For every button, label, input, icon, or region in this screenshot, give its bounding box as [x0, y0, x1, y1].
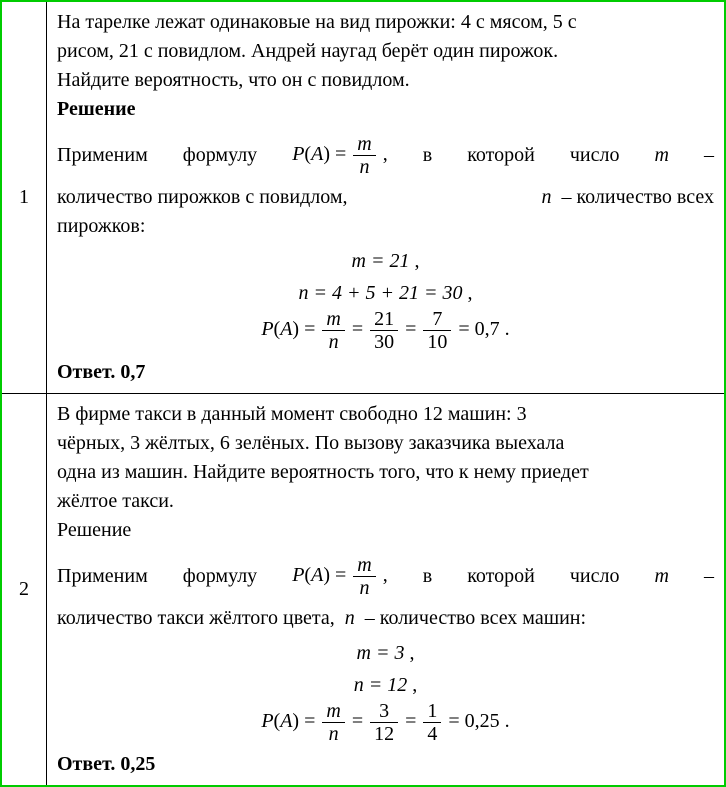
var-n: n [541, 186, 551, 208]
num: 3 [370, 701, 398, 723]
problem-row: 2 В фирме такси в данный момент свободно… [2, 393, 724, 785]
text: в [423, 141, 432, 170]
formula-PA: P(A) = mn , [292, 134, 388, 177]
text: количество такси жёлтого цвета, [57, 607, 335, 629]
var-m: m [654, 141, 668, 170]
var-n: n [322, 331, 344, 352]
text: – количество всех машин: [365, 607, 586, 629]
var-P: P [261, 710, 273, 732]
var-m: m [353, 134, 375, 156]
text: число [570, 562, 620, 591]
text: количество пирожков с повидлом, [57, 183, 348, 212]
eq-n: n = 12 [354, 674, 408, 696]
text: В фирме такси в данный момент свободно 1… [57, 403, 527, 425]
text: число [570, 141, 620, 170]
answer: Ответ. 0,25 [57, 750, 714, 779]
text: формулу [183, 141, 257, 170]
text: Применим [57, 141, 148, 170]
problem-number: 2 [19, 578, 29, 601]
var-n: n [345, 607, 355, 629]
var-A: A [311, 564, 323, 586]
var-m: m [322, 309, 344, 331]
solution-label: Решение [57, 516, 714, 545]
var-m: m [654, 562, 668, 591]
text: которой [467, 562, 535, 591]
var-A: A [311, 143, 323, 165]
problem-number-cell: 1 [2, 2, 47, 393]
eq-final: P(A) = mn = 2130 = 710 = 0,7 . [57, 309, 714, 352]
var-n: n [322, 723, 344, 744]
num: 21 [370, 309, 398, 331]
text: в [423, 562, 432, 591]
problem-content: В фирме такси в данный момент свободно 1… [47, 394, 724, 785]
num: 10 [423, 331, 451, 352]
var-n: n [353, 156, 375, 177]
solution-label: Решение [57, 95, 714, 124]
text: – [704, 141, 714, 170]
eq-m: m = 21 [352, 250, 410, 272]
problem-row: 1 На тарелке лежат одинаковые на вид пир… [2, 2, 724, 393]
problem-statement: На тарелке лежат одинаковые на вид пирож… [57, 8, 714, 95]
var-A: A [280, 318, 292, 340]
var-P: P [292, 143, 304, 165]
num: 4 [423, 723, 441, 744]
text: – количество всех [561, 186, 714, 208]
var-P: P [292, 564, 304, 586]
problem-content: На тарелке лежат одинаковые на вид пирож… [47, 2, 724, 393]
eq-m: m = 3 [357, 642, 405, 664]
num: 0,25 [465, 710, 500, 732]
num: 7 [423, 309, 451, 331]
problems-table: 1 На тарелке лежат одинаковые на вид пир… [0, 0, 726, 787]
var-m: m [322, 701, 344, 723]
text: чёрных, 3 жёлтых, 6 зелёных. По вызову з… [57, 432, 564, 454]
text: пирожков: [57, 212, 714, 241]
answer: Ответ. 0,7 [57, 358, 714, 387]
text: которой [467, 141, 535, 170]
text: Найдите вероятность, что он с повидлом. [57, 69, 410, 91]
num: 0,7 [475, 318, 500, 340]
var-n: n [353, 577, 375, 598]
eq-final: P(A) = mn = 312 = 14 = 0,25 . [57, 701, 714, 744]
problem-statement: В фирме такси в данный момент свободно 1… [57, 400, 714, 516]
var-A: A [280, 710, 292, 732]
solution-text: Применим формулу P(A) = mn , в которой ч… [57, 555, 714, 633]
text: На тарелке лежат одинаковые на вид пирож… [57, 11, 577, 33]
num: 1 [423, 701, 441, 723]
problem-number: 1 [19, 186, 29, 209]
formula-PA: P(A) = mn , [292, 555, 388, 598]
text: формулу [183, 562, 257, 591]
var-m: m [353, 555, 375, 577]
var-P: P [261, 318, 273, 340]
num: 12 [370, 723, 398, 744]
solution-text: Применим формулу P(A) = mn , в которой ч… [57, 134, 714, 241]
num: 30 [370, 331, 398, 352]
text: жёлтое такси. [57, 490, 174, 512]
text: рисом, 21 с повидлом. Андрей наугад берё… [57, 40, 558, 62]
equations: m = 21 , n = 4 + 5 + 21 = 30 , P(A) = mn… [57, 245, 714, 352]
eq-n: n = 4 + 5 + 21 = 30 [299, 282, 463, 304]
equations: m = 3 , n = 12 , P(A) = mn = 312 = 14 = … [57, 637, 714, 744]
text: – [704, 562, 714, 591]
text: одна из машин. Найдите вероятность того,… [57, 461, 589, 483]
text: Применим [57, 562, 148, 591]
problem-number-cell: 2 [2, 394, 47, 785]
